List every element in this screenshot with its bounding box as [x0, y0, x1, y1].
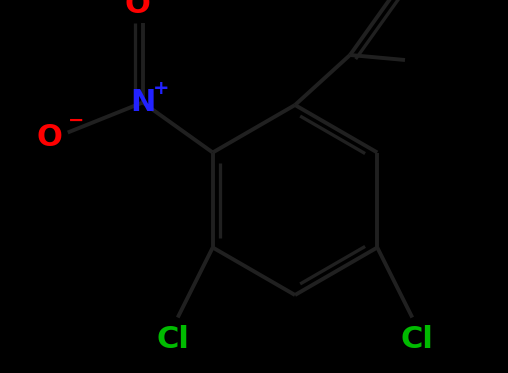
- Text: −: −: [68, 111, 84, 130]
- Text: Cl: Cl: [156, 325, 189, 354]
- Text: O: O: [125, 0, 151, 19]
- Text: Cl: Cl: [401, 325, 434, 354]
- Text: O: O: [37, 123, 62, 152]
- Text: +: +: [152, 79, 169, 98]
- Text: N: N: [130, 88, 155, 117]
